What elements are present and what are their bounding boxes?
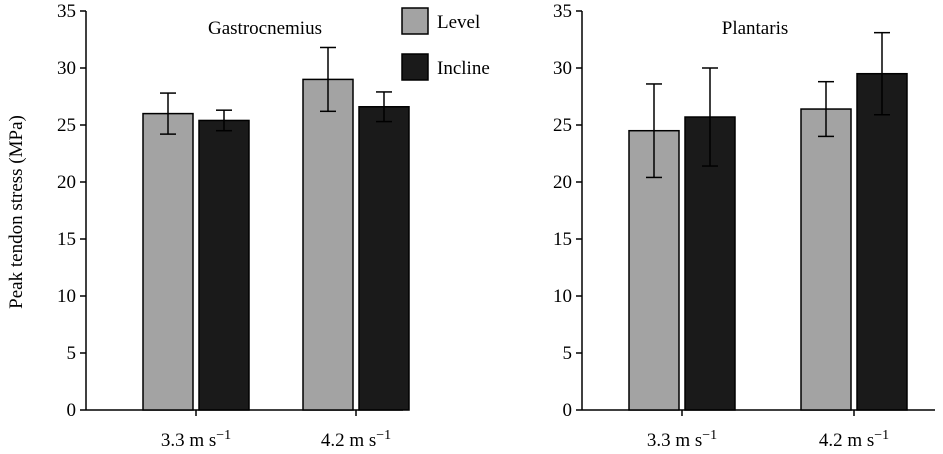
x-category-label: 3.3 m s−1: [161, 428, 231, 452]
y-tick-label: 0: [67, 400, 77, 421]
y-tick-label: 35: [553, 1, 572, 22]
x-category-label: 4.2 m s−1: [321, 428, 391, 452]
y-tick-label: 15: [57, 229, 76, 250]
y-tick-label: 30: [57, 58, 76, 79]
y-tick-label: 15: [553, 229, 572, 250]
y-tick-label: 10: [57, 286, 76, 307]
bar-incline: [198, 119, 250, 411]
y-tick-label: 0: [563, 400, 573, 421]
bar-incline: [358, 106, 410, 411]
legend-label-incline: Incline: [437, 58, 490, 79]
chart-panel-2: 0 5 10 15 20 25 30 35 Plantaris 3.3 m s−1 4.2 m s−…: [553, 1, 935, 451]
chart-title: Gastrocnemius: [208, 18, 322, 39]
chart-panel-1: 0 5 10 15 20 25 30 35 Gastrocnemius 3.3 m s−1 4.2 …: [57, 1, 490, 451]
legend: Level Incline: [401, 7, 490, 81]
legend-swatch-incline: [401, 53, 429, 81]
x-category-label: 4.2 m s−1: [819, 428, 889, 452]
legend-swatch-level: [401, 7, 429, 35]
bar-incline: [856, 72, 908, 411]
y-tick-label: 5: [563, 343, 573, 364]
y-tick-label: 25: [553, 115, 572, 136]
bar-level: [800, 108, 852, 411]
y-tick-label: 5: [67, 343, 77, 364]
bar-level: [142, 112, 194, 411]
legend-label-level: Level: [437, 12, 480, 33]
y-tick-label: 10: [553, 286, 572, 307]
y-tick-label: 25: [57, 115, 76, 136]
y-tick-label: 20: [57, 172, 76, 193]
bar-level: [302, 78, 354, 411]
x-category-label: 3.3 m s−1: [647, 428, 717, 452]
y-tick-label: 35: [57, 1, 76, 22]
y-tick-label: 20: [553, 172, 572, 193]
chart-title: Plantaris: [722, 18, 789, 39]
y-axis-label: Peak tendon stress (MPa): [6, 115, 27, 309]
y-tick-label: 30: [553, 58, 572, 79]
